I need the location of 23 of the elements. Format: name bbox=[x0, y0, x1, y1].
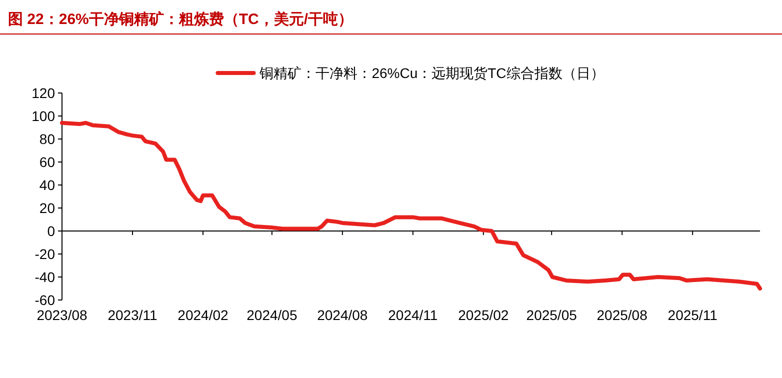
x-tick-label: 2024/02 bbox=[178, 307, 228, 323]
y-tick-label: -20 bbox=[34, 246, 56, 262]
y-tick-label: 20 bbox=[39, 200, 56, 216]
line-series bbox=[60, 120, 762, 290]
x-tick-label: 2023/08 bbox=[36, 307, 88, 323]
y-tick-label: 100 bbox=[32, 108, 56, 124]
y-tick-label: 120 bbox=[32, 85, 56, 101]
y-tick-label: 80 bbox=[39, 131, 56, 147]
legend-label: 铜精矿：干净料：26%Cu：远期现货TC综合指数（日） bbox=[258, 65, 604, 81]
x-tick-label: 2024/05 bbox=[246, 307, 298, 323]
x-tick-label: 2023/11 bbox=[108, 307, 158, 323]
x-tick-label: 2024/11 bbox=[388, 307, 438, 323]
x-tick-label: 2024/08 bbox=[317, 307, 368, 323]
y-tick-label: -40 bbox=[34, 269, 56, 285]
x-tick-label: 2025/08 bbox=[596, 307, 648, 323]
y-tick-label: 0 bbox=[47, 223, 56, 239]
y-tick-label: 40 bbox=[39, 177, 56, 193]
x-tick-label: 2025/11 bbox=[668, 307, 718, 323]
y-tick-label: 60 bbox=[39, 154, 56, 170]
x-tick-label: 2025/05 bbox=[526, 307, 578, 323]
x-tick-label: 2025/02 bbox=[458, 307, 509, 323]
chart-title: 图 22：26%干净铜精矿：粗炼费（TC，美元/干吨） bbox=[8, 10, 354, 28]
y-tick-label: -60 bbox=[34, 292, 56, 308]
